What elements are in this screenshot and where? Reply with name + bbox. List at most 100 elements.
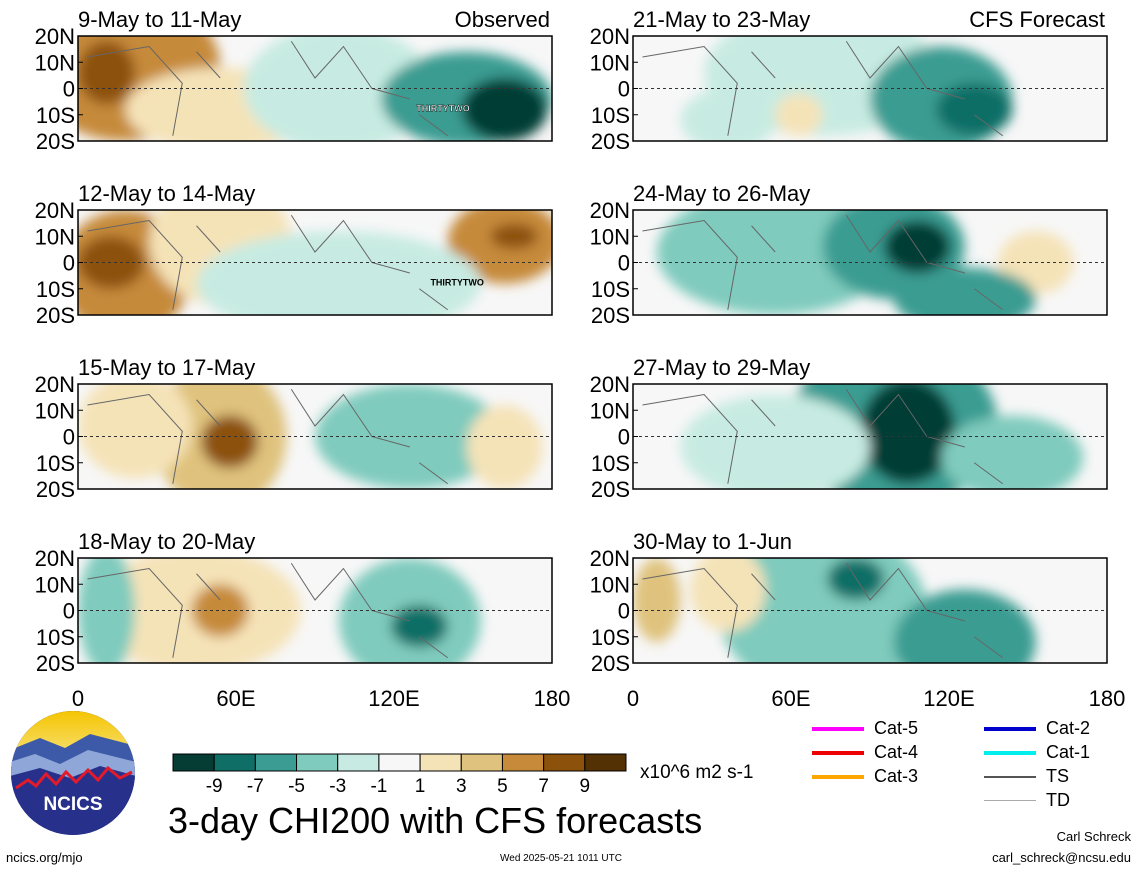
y-tick-label: 10S: [36, 625, 75, 650]
y-tick-label: 20S: [36, 651, 75, 676]
y-tick-label: 20N: [590, 546, 630, 571]
colorbar-tick-label: 5: [497, 776, 508, 797]
panel-title: 27-May to 29-May: [633, 355, 810, 380]
y-tick-label: 20S: [591, 651, 630, 676]
colorbar-swatch: [584, 753, 627, 772]
x-tick-label: 60E: [216, 686, 255, 711]
y-tick-label: 10N: [35, 572, 75, 597]
colorbar-swatch: [419, 753, 462, 772]
track-legend-label: TD: [1046, 790, 1070, 810]
footer-author: Carl Schreck: [1056, 829, 1131, 844]
colorbar-swatch: [460, 753, 503, 772]
y-tick-label: 0: [63, 599, 75, 624]
ncics-logo: NCICS: [10, 710, 136, 836]
footer-timestamp: Wed 2025-05-21 1011 UTC: [500, 853, 622, 864]
track-legend-line: [984, 750, 1036, 755]
colorbar-tick-label: -5: [288, 776, 305, 797]
track-legend: Cat-5 Cat-4 Cat-3 Cat-2 Cat-1 TS TD: [812, 718, 1112, 818]
coastline: [642, 40, 1004, 137]
track-legend-label: Cat-3: [874, 766, 919, 786]
colorbar-swatch: [172, 753, 215, 772]
colorbar-swatch: [337, 753, 380, 772]
y-tick-label: 0: [63, 251, 75, 276]
panel-title: 9-May to 11-May: [78, 7, 241, 32]
colorbar-swatch: [296, 753, 339, 772]
footer-url: ncics.org/mjo: [6, 850, 83, 865]
track-legend-line: [812, 726, 864, 731]
coastline: [642, 214, 1004, 311]
storm-label: THIRTYTWO: [430, 278, 484, 288]
track-legend-label: Cat-1: [1046, 742, 1091, 762]
y-tick-label: 20N: [35, 198, 75, 223]
x-tick-label: 0: [72, 686, 84, 711]
y-tick-label: 10N: [590, 224, 630, 249]
anomaly-region: [936, 83, 1013, 136]
column-label: Observed: [455, 7, 550, 32]
y-tick-label: 10S: [591, 625, 630, 650]
anomaly-region: [860, 384, 956, 484]
chart-title: 3-day CHI200 with CFS forecasts: [168, 800, 703, 841]
track-legend-line: [812, 774, 864, 779]
anomaly-region: [78, 236, 145, 289]
colorbar-tick-label: 9: [580, 776, 591, 797]
y-tick-label: 20N: [35, 372, 75, 397]
x-tick-label: 60E: [771, 686, 810, 711]
y-tick-label: 20S: [591, 477, 630, 502]
panel-title: 21-May to 23-May: [633, 7, 810, 32]
ncics-logo-graphic: NCICS: [11, 711, 135, 835]
anomaly-region: [191, 584, 249, 637]
anomaly-region: [78, 558, 135, 663]
colorbar-tick-label: -9: [206, 776, 223, 797]
y-tick-label: 20S: [36, 477, 75, 502]
y-tick-label: 0: [618, 599, 630, 624]
track-legend-item: Cat-2: [984, 718, 1090, 739]
anomaly-region: [196, 231, 481, 315]
y-tick-label: 10S: [591, 277, 630, 302]
y-tick-label: 20N: [35, 24, 75, 49]
footer-email: carl_schreck@ncsu.edu: [992, 850, 1131, 865]
track-legend-label: Cat-4: [874, 742, 919, 762]
track-legend-label: Cat-5: [874, 718, 919, 738]
y-tick-label: 0: [618, 251, 630, 276]
colorbar-tick-label: -7: [247, 776, 264, 797]
anomaly-region: [461, 78, 548, 141]
colorbar-swatch: [213, 753, 256, 772]
y-tick-label: 20N: [590, 24, 630, 49]
x-tick-label: 120E: [923, 686, 974, 711]
x-tick-label: 180: [534, 686, 571, 711]
y-tick-label: 20S: [36, 303, 75, 328]
colorbar-swatch: [254, 753, 298, 772]
panel-title: 15-May to 17-May: [78, 355, 255, 380]
panel-title: 24-May to 26-May: [633, 181, 810, 206]
track-legend-item: Cat-4: [812, 742, 918, 763]
track-legend-line: [984, 726, 1036, 731]
colorbar-swatch: [378, 753, 421, 772]
panel-title: 12-May to 14-May: [78, 181, 255, 206]
track-legend-label: Cat-2: [1046, 718, 1091, 738]
panel-title: 30-May to 1-Jun: [633, 529, 792, 554]
track-legend-item: Cat-3: [812, 766, 918, 787]
track-legend-line: [984, 800, 1036, 801]
anomaly-region: [201, 415, 259, 468]
anomaly-region: [941, 415, 1084, 489]
colorbar-tick-label: 3: [456, 776, 467, 797]
track-legend-label: TS: [1046, 766, 1070, 786]
y-tick-label: 0: [63, 77, 75, 102]
y-tick-label: 10S: [591, 451, 630, 476]
y-tick-label: 0: [618, 425, 630, 450]
y-tick-label: 0: [618, 77, 630, 102]
y-tick-label: 10N: [35, 398, 75, 423]
colorbar-tick-label: 1: [415, 776, 426, 797]
y-tick-label: 10N: [35, 224, 75, 249]
track-legend-line: [984, 775, 1036, 778]
track-legend-item: TS: [984, 766, 1069, 787]
coastline: [87, 214, 449, 311]
